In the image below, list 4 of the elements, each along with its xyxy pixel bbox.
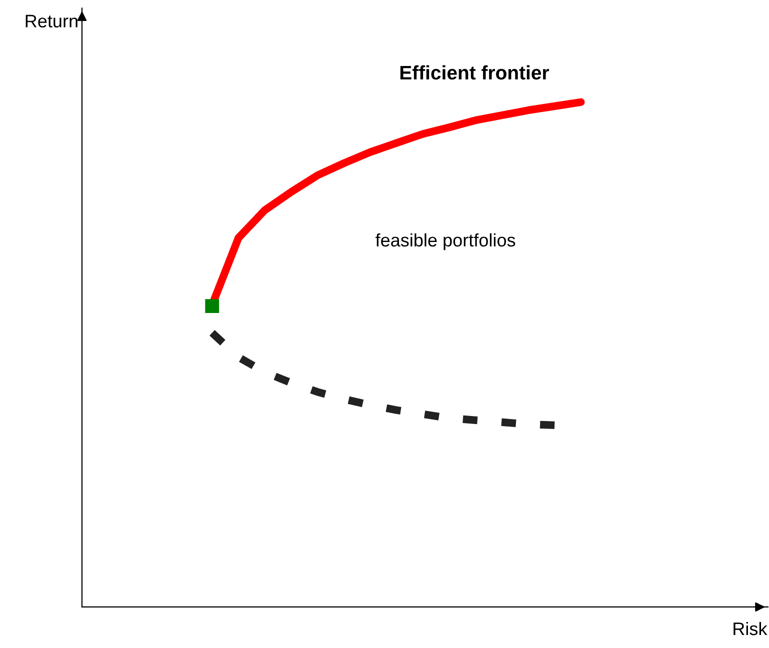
annotation: feasible portfolios: [376, 233, 516, 250]
text: Return: [26, 14, 78, 28]
text: Risk: [734, 622, 768, 636]
series-label: Efficient frontier: [400, 65, 549, 80]
